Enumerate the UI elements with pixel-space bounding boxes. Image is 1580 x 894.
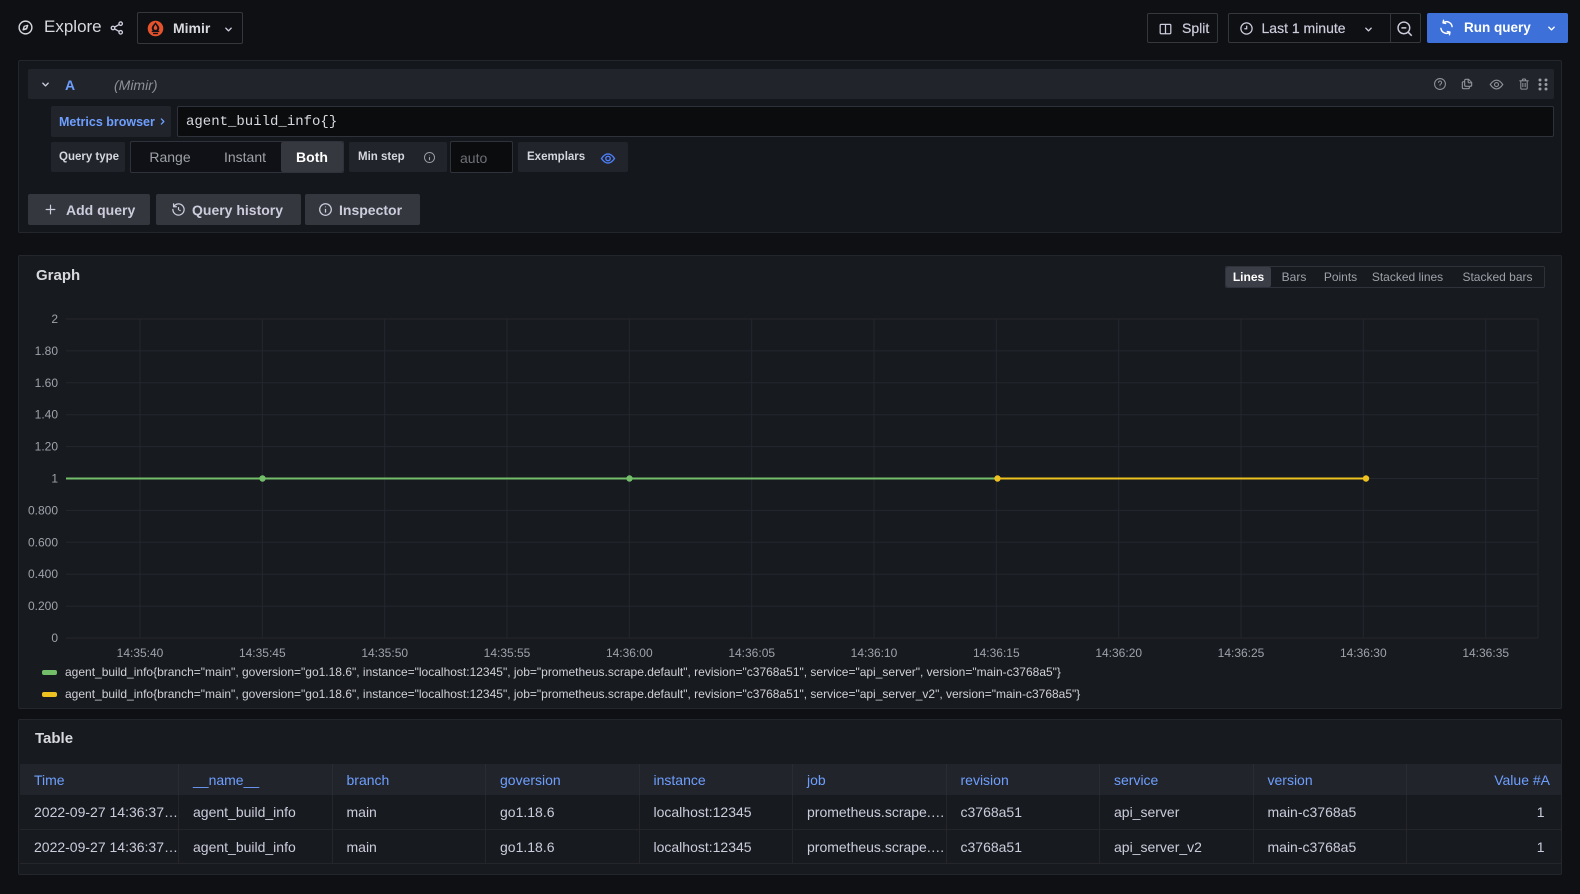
svg-text:0: 0 — [51, 631, 58, 645]
svg-text:14:35:45: 14:35:45 — [239, 646, 286, 660]
svg-text:1: 1 — [51, 472, 58, 486]
svg-text:1.60: 1.60 — [35, 376, 59, 390]
svg-text:14:35:55: 14:35:55 — [484, 646, 531, 660]
svg-text:2: 2 — [51, 312, 58, 326]
svg-text:14:36:20: 14:36:20 — [1095, 646, 1142, 660]
svg-text:14:36:05: 14:36:05 — [728, 646, 775, 660]
svg-text:14:36:10: 14:36:10 — [851, 646, 898, 660]
svg-text:14:36:25: 14:36:25 — [1218, 646, 1265, 660]
svg-text:14:35:50: 14:35:50 — [361, 646, 408, 660]
svg-text:14:36:15: 14:36:15 — [973, 646, 1020, 660]
svg-text:14:36:00: 14:36:00 — [606, 646, 653, 660]
svg-text:0.200: 0.200 — [28, 599, 58, 613]
svg-text:14:36:30: 14:36:30 — [1340, 646, 1387, 660]
svg-text:14:36:35: 14:36:35 — [1462, 646, 1509, 660]
svg-text:0.400: 0.400 — [28, 567, 58, 581]
svg-text:14:35:40: 14:35:40 — [117, 646, 164, 660]
svg-text:1.40: 1.40 — [35, 408, 59, 422]
svg-text:0.600: 0.600 — [28, 535, 58, 549]
svg-text:1.20: 1.20 — [35, 440, 59, 454]
svg-text:0.800: 0.800 — [28, 503, 58, 517]
svg-text:1.80: 1.80 — [35, 344, 59, 358]
